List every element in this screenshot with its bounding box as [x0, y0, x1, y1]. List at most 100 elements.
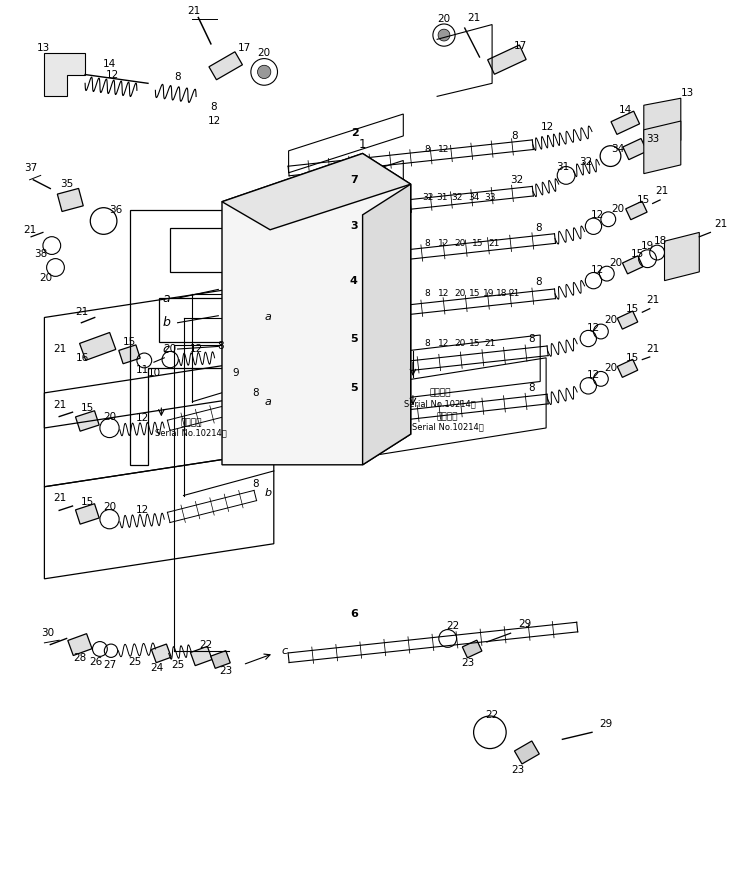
Text: 32: 32 [579, 157, 593, 168]
Text: 5: 5 [350, 382, 357, 393]
Text: 38: 38 [34, 249, 47, 260]
Text: 8: 8 [218, 341, 223, 352]
Text: 8: 8 [528, 333, 534, 344]
Circle shape [314, 232, 323, 241]
Text: 33: 33 [484, 193, 496, 202]
Polygon shape [190, 646, 212, 666]
Polygon shape [611, 111, 639, 134]
Text: 20: 20 [454, 289, 466, 298]
Text: 21: 21 [75, 307, 89, 317]
Circle shape [262, 259, 271, 267]
Text: 15: 15 [123, 337, 136, 347]
Text: 2: 2 [352, 128, 359, 139]
Text: 20: 20 [609, 258, 622, 268]
Text: 8: 8 [425, 145, 431, 153]
Text: 24: 24 [150, 663, 164, 674]
Circle shape [288, 281, 297, 289]
Polygon shape [514, 741, 539, 764]
Polygon shape [152, 644, 171, 663]
Circle shape [336, 327, 345, 336]
Circle shape [394, 284, 405, 295]
Text: a: a [163, 292, 170, 304]
Text: 20: 20 [437, 14, 451, 25]
Text: 23: 23 [511, 765, 525, 775]
Text: 6: 6 [350, 609, 357, 619]
Text: 20: 20 [454, 239, 466, 248]
Text: 15: 15 [637, 195, 650, 205]
Polygon shape [57, 189, 84, 211]
Text: 34: 34 [611, 144, 625, 154]
Circle shape [336, 222, 345, 231]
Text: 15: 15 [81, 496, 94, 507]
Text: 10: 10 [147, 367, 161, 378]
Text: 12: 12 [135, 413, 149, 424]
Polygon shape [462, 640, 482, 658]
Text: 20: 20 [258, 47, 271, 58]
Circle shape [336, 362, 345, 371]
Circle shape [288, 386, 297, 395]
Circle shape [288, 316, 297, 324]
Text: 21: 21 [646, 295, 659, 305]
Text: 5: 5 [350, 333, 357, 344]
Text: 8: 8 [210, 102, 216, 112]
Text: 27: 27 [103, 660, 116, 670]
Text: 適用号標: 適用号標 [429, 389, 451, 397]
Text: 35: 35 [60, 179, 73, 189]
Text: 21: 21 [53, 344, 67, 354]
Text: 8: 8 [536, 277, 542, 288]
Text: 32: 32 [451, 193, 463, 202]
Circle shape [314, 303, 323, 311]
Text: 30: 30 [41, 628, 54, 638]
Text: 8: 8 [425, 289, 431, 298]
Text: 31: 31 [556, 161, 569, 172]
Text: 28: 28 [73, 652, 87, 663]
Text: 34: 34 [468, 193, 480, 202]
Text: 21: 21 [656, 186, 669, 196]
Text: a: a [265, 312, 272, 323]
Text: 36: 36 [110, 205, 123, 216]
Text: 15: 15 [469, 339, 481, 348]
Polygon shape [488, 45, 526, 75]
Text: 8: 8 [528, 382, 534, 393]
Text: 15: 15 [81, 403, 94, 413]
Circle shape [394, 424, 405, 435]
Text: 19: 19 [641, 240, 654, 251]
Text: 29: 29 [518, 619, 531, 630]
Text: 12: 12 [438, 339, 450, 348]
Polygon shape [75, 503, 99, 524]
Text: 7: 7 [350, 175, 357, 185]
Text: 15: 15 [626, 303, 639, 314]
Circle shape [262, 329, 271, 338]
Circle shape [394, 354, 405, 365]
Text: 12: 12 [189, 344, 203, 354]
Text: 12: 12 [587, 323, 600, 333]
Text: 14: 14 [103, 59, 116, 69]
Text: 26: 26 [90, 657, 103, 667]
Text: 19: 19 [482, 289, 494, 298]
Circle shape [262, 294, 271, 303]
Text: 12: 12 [541, 122, 554, 132]
Text: 20: 20 [164, 344, 177, 354]
Text: 12: 12 [106, 69, 119, 80]
Polygon shape [222, 153, 411, 465]
Text: 21: 21 [187, 5, 201, 16]
Text: Serial No.10214～: Serial No.10214～ [405, 399, 476, 408]
Text: 15: 15 [626, 353, 639, 363]
Polygon shape [209, 52, 243, 80]
Text: 22: 22 [485, 709, 499, 720]
Polygon shape [665, 232, 699, 281]
Text: c: c [281, 645, 287, 656]
Text: 25: 25 [128, 657, 141, 667]
Text: 適用号標: 適用号標 [437, 412, 459, 421]
Circle shape [394, 389, 405, 400]
Text: 25: 25 [171, 660, 184, 670]
Text: 18: 18 [496, 289, 508, 298]
Text: 8: 8 [175, 72, 181, 82]
Text: 4: 4 [350, 275, 357, 286]
Polygon shape [622, 256, 643, 274]
Text: 14: 14 [619, 104, 632, 115]
Text: 20: 20 [454, 339, 466, 348]
Text: 適用号標: 適用号標 [180, 418, 202, 427]
Polygon shape [68, 634, 92, 655]
Text: 21: 21 [484, 339, 496, 348]
